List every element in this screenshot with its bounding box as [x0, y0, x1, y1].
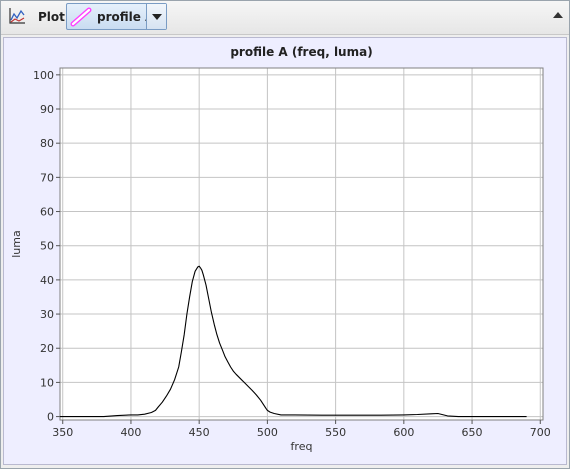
x-tick-label: 450 — [189, 426, 210, 439]
y-axis-label: luma — [10, 230, 23, 257]
profile-chart: 350 400 450 500 550 600 650 700 0 10 20 30 40 50 60 70 8… — [10, 45, 551, 453]
y-tick-label: 40 — [40, 274, 54, 287]
y-tick-label: 90 — [40, 103, 54, 116]
x-tick-label: 500 — [257, 426, 278, 439]
y-tick-label: 0 — [47, 411, 54, 424]
x-tick-label: 650 — [462, 426, 483, 439]
y-tick-label: 100 — [33, 69, 54, 82]
plot-label: Plot — [38, 10, 65, 24]
y-tick-label: 60 — [40, 206, 54, 219]
y-tick-label: 50 — [40, 240, 54, 253]
y-tick-label: 20 — [40, 342, 54, 355]
plot-panel: 350 400 450 500 550 600 650 700 0 10 20 30 40 50 60 70 8… — [3, 37, 567, 465]
x-tick-label: 350 — [52, 426, 73, 439]
chevron-up-icon[interactable] — [553, 12, 563, 18]
x-tick-label: 600 — [393, 426, 414, 439]
y-tick-label: 10 — [40, 376, 54, 389]
toolbar: Plot profile A — [1, 1, 569, 35]
plot-area — [60, 68, 543, 420]
y-tick-label: 80 — [40, 137, 54, 150]
series-line — [60, 265, 527, 418]
profile-name: profile A — [97, 10, 155, 24]
x-tick-label: 400 — [120, 426, 141, 439]
x-axis-label: freq — [291, 440, 313, 453]
y-tick-label: 70 — [40, 171, 54, 184]
line-plot-icon[interactable] — [7, 6, 27, 26]
y-tick-label: 30 — [40, 308, 54, 321]
profile-line-icon — [70, 7, 92, 27]
chevron-down-icon[interactable] — [146, 4, 166, 29]
chart-title: profile A (freq, luma) — [230, 45, 372, 59]
profile-selector[interactable]: profile A — [66, 3, 167, 30]
x-tick-label: 700 — [530, 426, 551, 439]
x-tick-label: 550 — [325, 426, 346, 439]
plot-frame — [59, 67, 544, 421]
